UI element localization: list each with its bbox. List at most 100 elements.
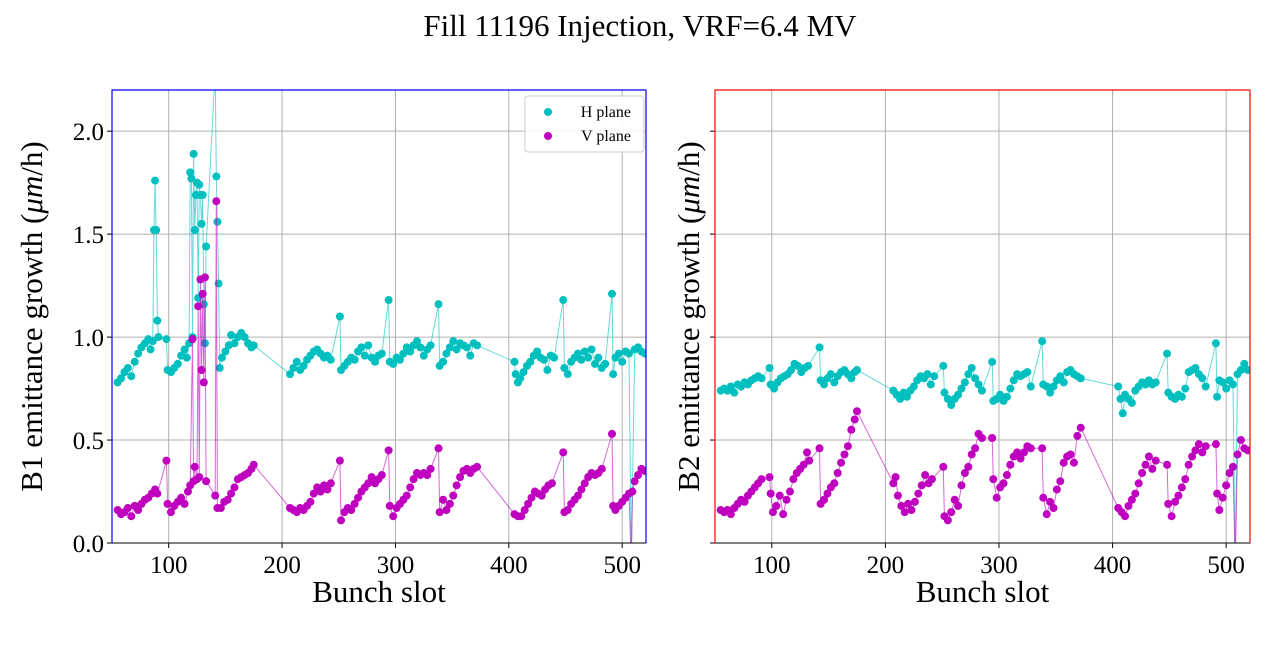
data-point	[1002, 392, 1011, 401]
data-point	[765, 473, 774, 482]
data-point	[516, 374, 525, 383]
data-point	[1164, 499, 1173, 508]
data-point	[789, 475, 798, 484]
data-point	[402, 491, 411, 500]
data-point	[815, 343, 824, 352]
data-point	[1009, 376, 1018, 385]
data-point	[335, 312, 344, 321]
data-point	[1181, 384, 1190, 393]
data-point	[1151, 456, 1160, 465]
data-point	[1069, 458, 1078, 467]
data-point	[1124, 501, 1133, 510]
data-point	[847, 374, 856, 383]
data-point	[1222, 384, 1231, 393]
data-point	[1228, 380, 1237, 389]
x-axis-label: Bunch slot	[916, 574, 1050, 609]
data-point	[197, 219, 206, 228]
data-point	[412, 337, 421, 346]
data-point	[1198, 374, 1207, 383]
data-point	[770, 384, 779, 393]
data-point	[202, 477, 211, 486]
plot-area	[716, 337, 1250, 543]
data-point	[364, 479, 373, 488]
data-point	[926, 380, 935, 389]
data-point	[726, 510, 735, 519]
data-point	[628, 487, 637, 496]
data-point	[1038, 337, 1047, 346]
data-point	[1056, 372, 1065, 381]
x-tick-label: 500	[1207, 552, 1245, 579]
data-point	[539, 355, 548, 364]
data-point	[452, 481, 461, 490]
data-point	[996, 390, 1005, 399]
data-point	[837, 458, 846, 467]
data-point	[435, 508, 444, 517]
data-point	[190, 226, 199, 235]
data-point	[216, 503, 225, 512]
data-point	[577, 485, 586, 494]
data-point	[730, 388, 739, 397]
data-point	[917, 481, 926, 490]
data-point	[395, 355, 404, 364]
data-point	[473, 341, 482, 350]
data-point	[850, 415, 859, 424]
data-point	[977, 386, 986, 395]
data-point	[517, 512, 526, 521]
series-v-plane	[716, 407, 1250, 543]
data-point	[198, 289, 207, 298]
data-point	[1191, 363, 1200, 372]
legend-marker-h	[544, 108, 552, 116]
data-point	[180, 345, 189, 354]
data-point	[445, 499, 454, 508]
data-point	[1240, 359, 1249, 368]
data-point	[971, 444, 980, 453]
data-point	[640, 349, 646, 358]
data-point	[804, 361, 813, 370]
data-point	[357, 343, 366, 352]
data-point	[840, 450, 849, 459]
data-point	[286, 370, 294, 379]
data-point	[587, 345, 596, 354]
y-label-text: B1 emittance growth (	[14, 214, 49, 492]
data-point	[466, 351, 475, 360]
data-point	[510, 357, 519, 366]
data-point	[943, 516, 952, 525]
data-point	[833, 468, 842, 477]
data-point	[385, 501, 394, 510]
data-point	[775, 491, 784, 500]
data-point	[354, 493, 363, 502]
data-point	[200, 273, 209, 282]
data-point	[590, 359, 599, 368]
legend-label: V plane	[581, 128, 631, 145]
data-point	[456, 473, 465, 482]
data-point	[452, 345, 461, 354]
data-point	[1201, 382, 1210, 391]
data-point	[230, 339, 239, 348]
x-tick-label: 100	[150, 552, 188, 579]
data-point	[573, 349, 582, 358]
data-point	[190, 462, 199, 471]
data-point	[1188, 452, 1197, 461]
data-point	[162, 335, 171, 344]
y-label-text: B2 emittance growth (	[671, 214, 706, 492]
data-point	[439, 495, 448, 504]
data-point	[197, 366, 206, 375]
x-tick-label: 500	[603, 552, 641, 579]
data-point	[227, 489, 236, 498]
data-point	[740, 497, 749, 506]
data-point	[939, 361, 948, 370]
data-point	[967, 450, 976, 459]
data-point	[830, 479, 839, 488]
data-point	[389, 512, 398, 521]
data-point	[891, 473, 900, 482]
data-point	[757, 475, 766, 484]
data-point	[989, 475, 998, 484]
data-point	[1177, 483, 1186, 492]
data-point	[1002, 471, 1011, 480]
data-point	[977, 433, 986, 442]
legend-marker-v	[544, 132, 552, 140]
data-point	[618, 357, 627, 366]
data-point	[1052, 485, 1061, 494]
y-label-suffix: /h)	[671, 141, 706, 175]
data-point	[473, 462, 482, 471]
